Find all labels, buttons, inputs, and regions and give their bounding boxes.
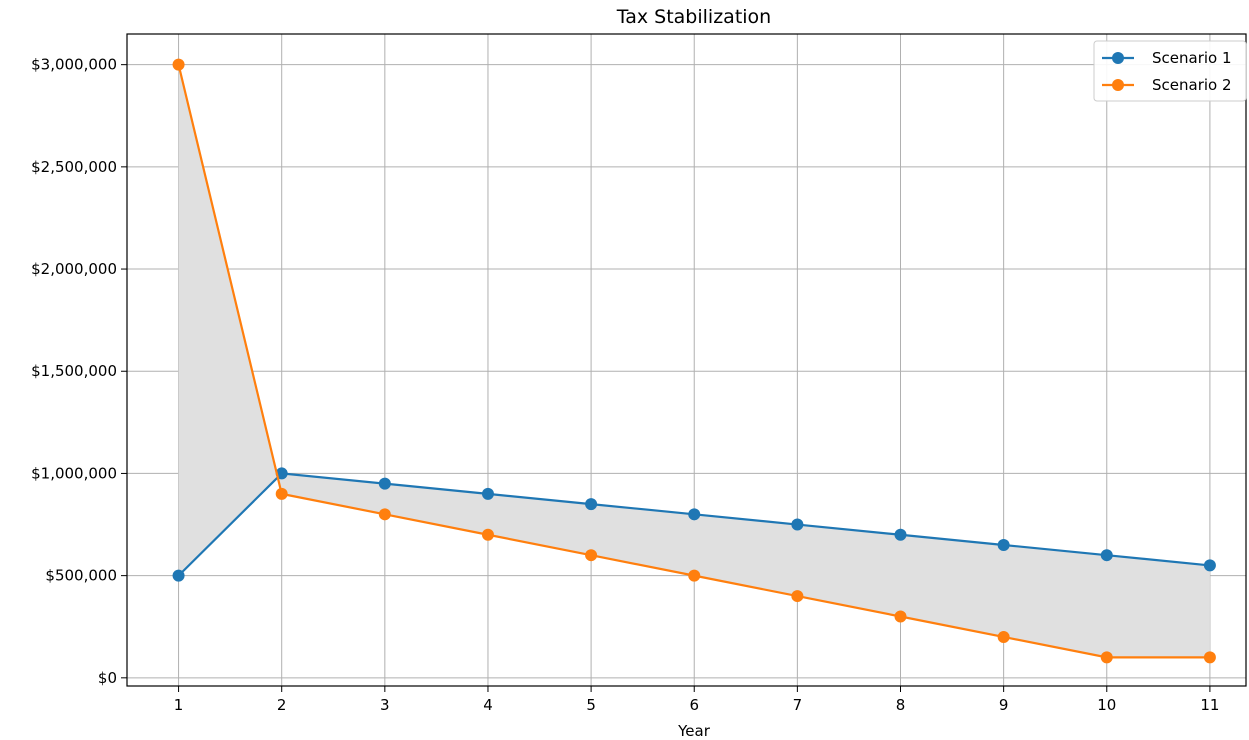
legend-label-1: Scenario 1 [1152, 49, 1232, 67]
series-2 [172, 58, 1216, 664]
x-tick-label-11: 11 [1200, 696, 1219, 714]
series-1-point-8 [894, 528, 907, 541]
legend-label-2: Scenario 2 [1152, 76, 1232, 94]
series-2-point-4 [481, 528, 494, 541]
x-axis-label: Year [677, 722, 711, 740]
x-tick-label-8: 8 [896, 696, 906, 714]
x-tick-label-5: 5 [586, 696, 596, 714]
y-tick-label-7: $3,000,000 [31, 56, 117, 74]
series-1-point-11 [1203, 559, 1216, 572]
chart-title: Tax Stabilization [616, 6, 771, 28]
series-1-point-9 [997, 538, 1010, 551]
legend-entry-2: Scenario 2 [1102, 76, 1232, 94]
series-2-point-1 [172, 58, 185, 71]
y-tick-label-4: $1,500,000 [31, 362, 117, 380]
series-2-point-2 [275, 487, 288, 500]
legend: Scenario 1 Scenario 2 [1093, 40, 1247, 102]
legend-marker-2 [1112, 79, 1124, 91]
series-1-point-5 [585, 498, 598, 511]
series-2-point-10 [1100, 651, 1113, 664]
axes-frame [126, 33, 1247, 687]
y-tick-label-3: $1,000,000 [31, 464, 117, 482]
series-1 [172, 467, 1216, 582]
series-2-point-8 [894, 610, 907, 623]
x-tick-label-3: 3 [380, 696, 390, 714]
series-1-point-3 [378, 477, 391, 490]
series-1-point-6 [688, 508, 701, 521]
series-1-point-1 [172, 569, 185, 582]
tick-labels: $0 $500,000 $1,000,000 $1,500,000 $2,000,000… [31, 56, 1219, 714]
series-2-point-7 [791, 590, 804, 603]
fill-between-area [178, 64, 1210, 658]
x-tick-label-1: 1 [174, 696, 184, 714]
series-1-point-7 [791, 518, 804, 531]
x-tick-label-6: 6 [689, 696, 699, 714]
y-tick-label-5: $2,000,000 [31, 260, 117, 278]
series-1-point-10 [1100, 549, 1113, 562]
fill-between-polygon [178, 64, 1210, 658]
series-2-point-5 [585, 549, 598, 562]
series-2-point-11 [1203, 651, 1216, 664]
legend-marker-1 [1112, 52, 1124, 64]
legend-entry-1: Scenario 1 [1102, 49, 1232, 67]
series-1-point-4 [481, 487, 494, 500]
series-layer [172, 58, 1216, 664]
y-tick-label-1: $0 [98, 669, 117, 687]
series-2-point-9 [997, 630, 1010, 643]
y-tick-label-6: $2,500,000 [31, 158, 117, 176]
series-1-point-2 [275, 467, 288, 480]
x-tick-label-9: 9 [999, 696, 1009, 714]
x-tick-label-7: 7 [793, 696, 803, 714]
plot-frame [126, 33, 1247, 687]
x-tick-label-4: 4 [483, 696, 493, 714]
series-2-point-6 [688, 569, 701, 582]
x-tick-label-2: 2 [277, 696, 287, 714]
y-tick-label-2: $500,000 [45, 567, 117, 585]
series-2-point-3 [378, 508, 391, 521]
x-tick-label-10: 10 [1097, 696, 1116, 714]
